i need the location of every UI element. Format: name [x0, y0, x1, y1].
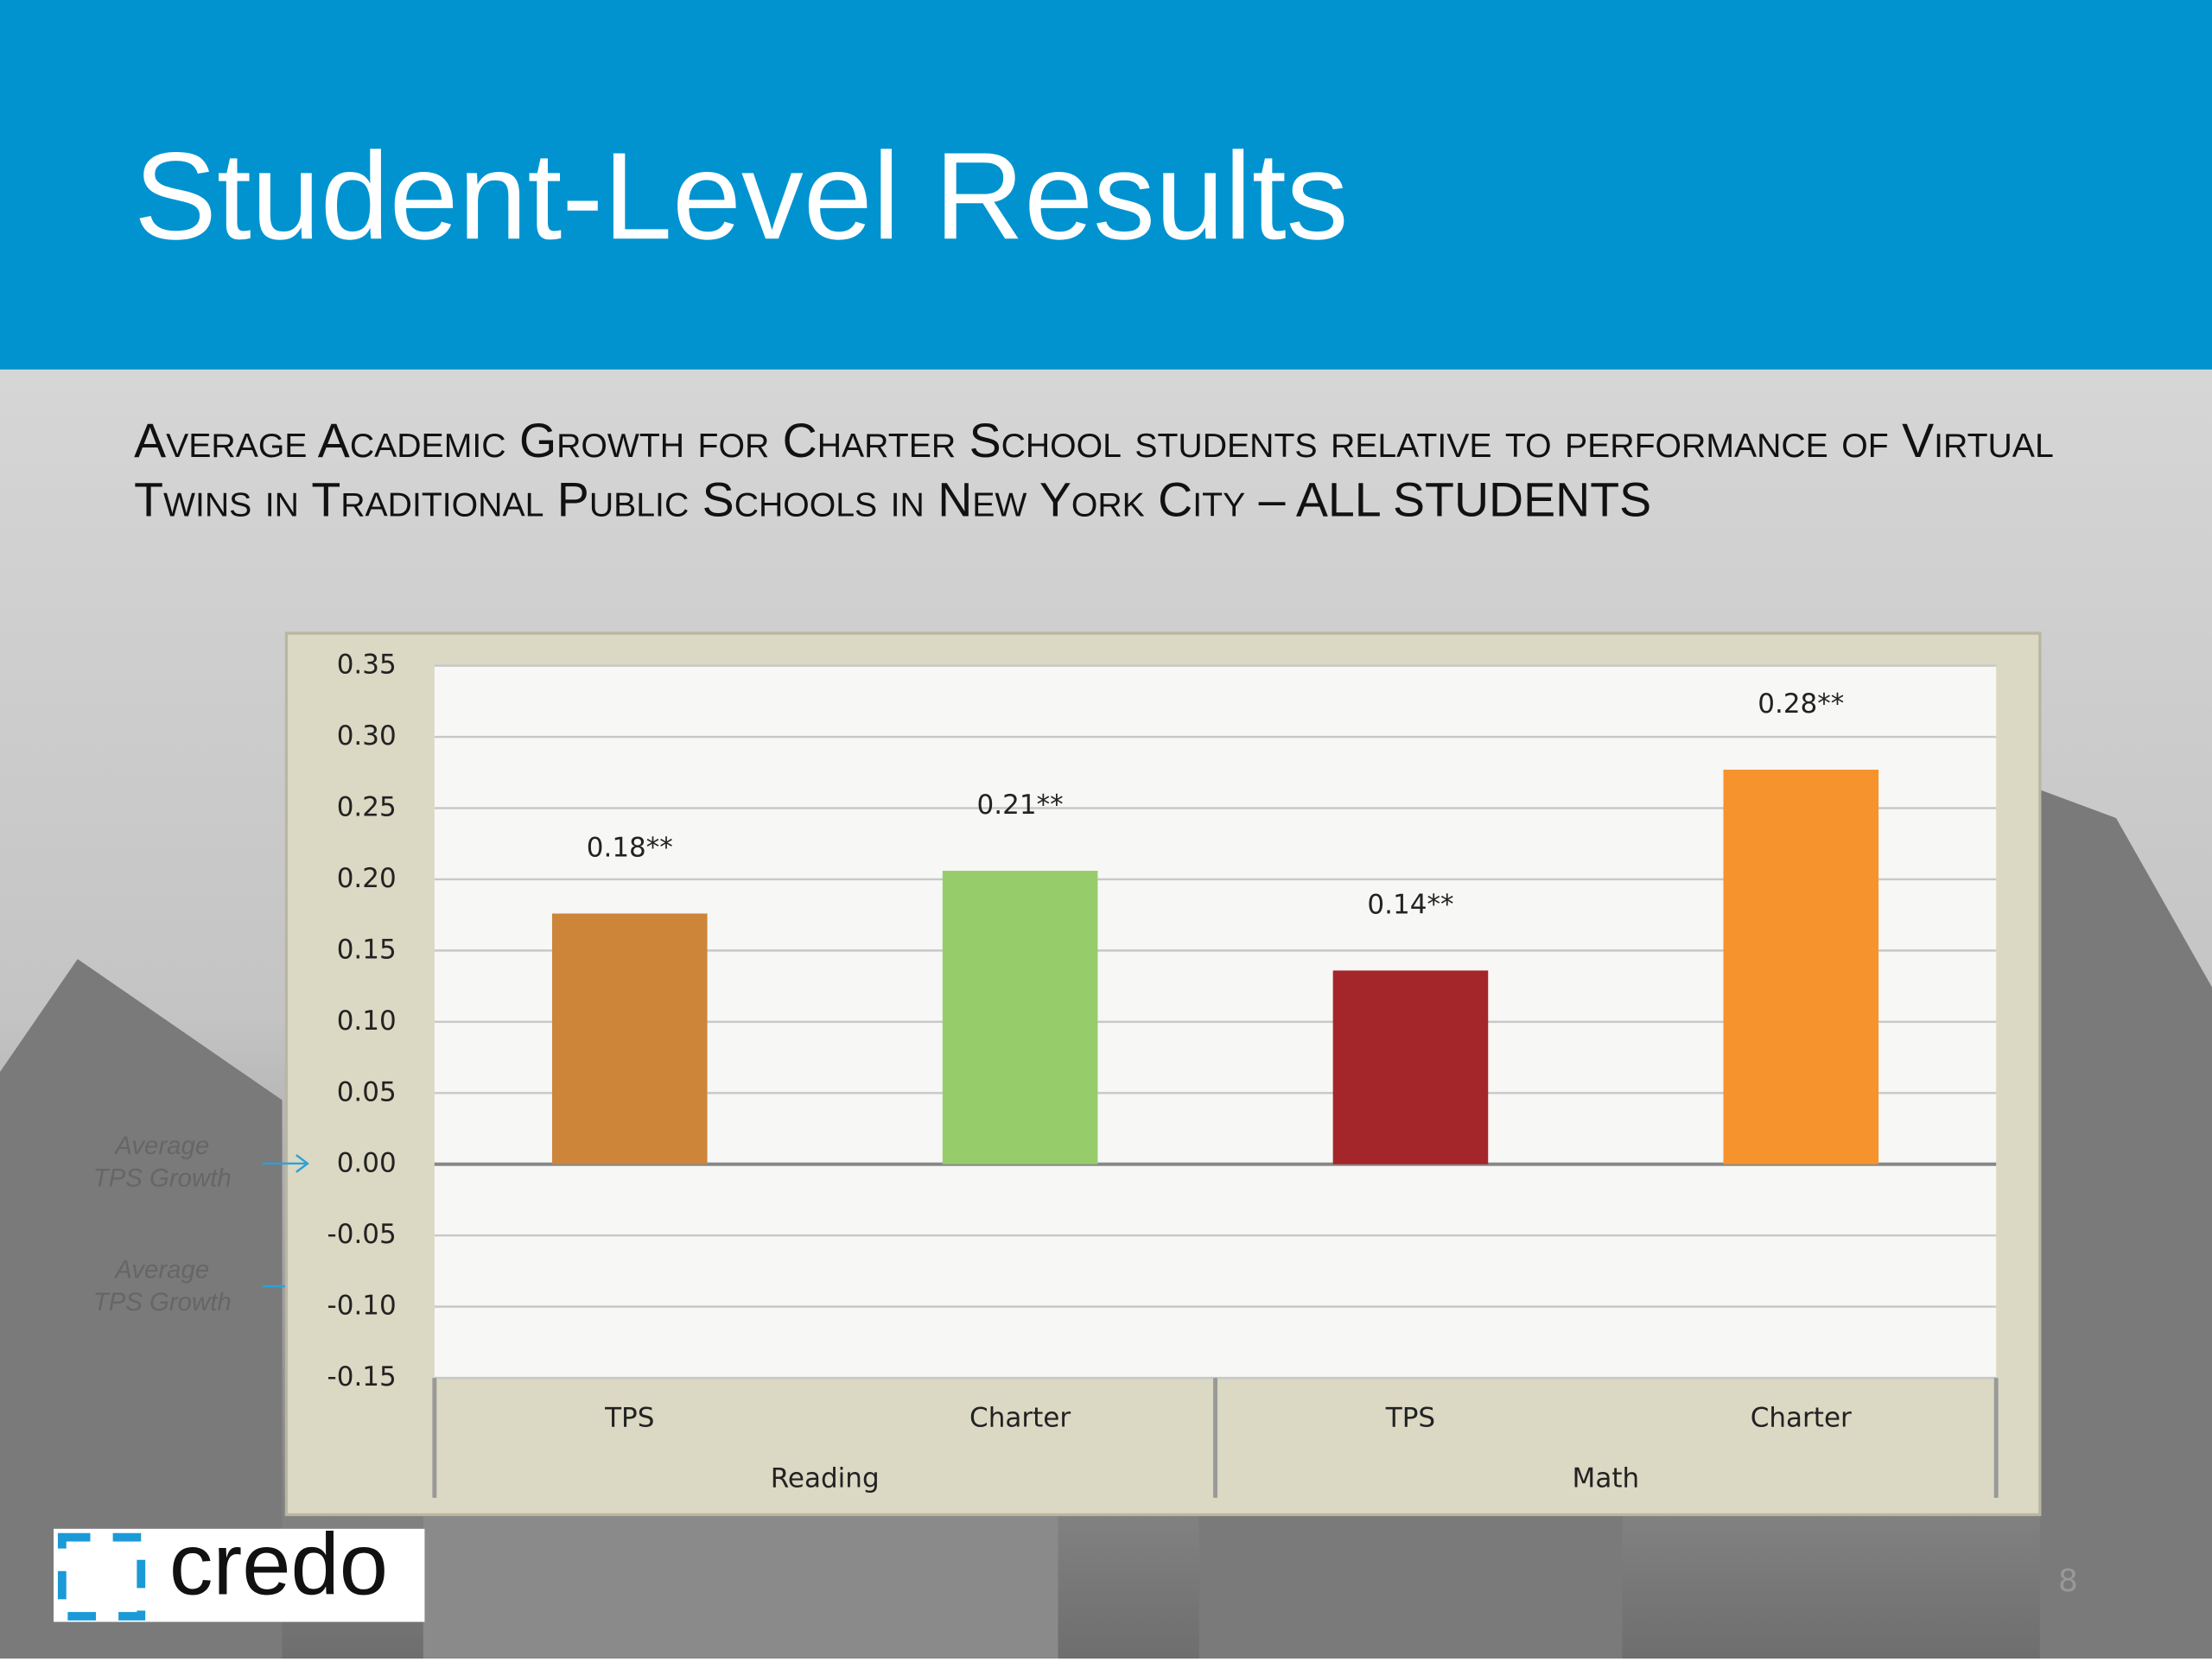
y-tick-label: -0.10 [327, 1291, 397, 1322]
bar [1723, 769, 1879, 1164]
data-label: 0.21** [977, 790, 1064, 821]
annotation: TPS Growth [93, 1288, 232, 1316]
logo: credo [169, 1516, 388, 1614]
data-label: 0.28** [1758, 688, 1844, 720]
logo-icon [57, 1532, 146, 1621]
data-label: 0.18** [587, 832, 673, 863]
y-tick-label: -0.15 [327, 1361, 397, 1392]
bar [942, 871, 1098, 1164]
y-tick-label: 0.35 [337, 650, 397, 681]
x-tick-label: Charter [969, 1402, 1071, 1433]
x-tick-label: TPS [604, 1402, 654, 1433]
annotation-arrowhead [296, 1154, 309, 1173]
y-tick-label: 0.05 [337, 1076, 397, 1107]
buildings [0, 790, 2212, 1659]
y-tick-label: 0.15 [337, 934, 397, 965]
group-label: Math [1573, 1463, 1640, 1494]
bar [551, 913, 708, 1164]
annotation: Average [113, 1132, 209, 1160]
annotation: TPS Growth [93, 1164, 232, 1192]
page-number: 8 [2058, 1564, 2078, 1599]
x-tick-label: Charter [1751, 1402, 1852, 1433]
y-tick-label: 0.10 [337, 1005, 397, 1037]
title: Student-Level Results [134, 127, 1348, 265]
logo-box [54, 1528, 425, 1622]
y-tick-label: 0.20 [337, 863, 397, 894]
group-label: Reading [771, 1463, 880, 1494]
subtitle-box: Average Academic Growth for Charter Scho… [134, 415, 2054, 528]
y-tick-label: 0.25 [337, 792, 397, 823]
annotation: Average [113, 1256, 209, 1285]
y-tick-label: 0.30 [337, 720, 397, 752]
x-tick-label: TPS [1385, 1402, 1435, 1433]
bar [1332, 970, 1489, 1164]
header [0, 0, 2212, 370]
subtitle: Average Academic Growth for Charter Scho… [134, 415, 2054, 528]
y-tick-label: -0.05 [327, 1219, 397, 1250]
data-label: 0.14** [1367, 889, 1453, 920]
y-tick-label: 0.00 [337, 1148, 397, 1179]
